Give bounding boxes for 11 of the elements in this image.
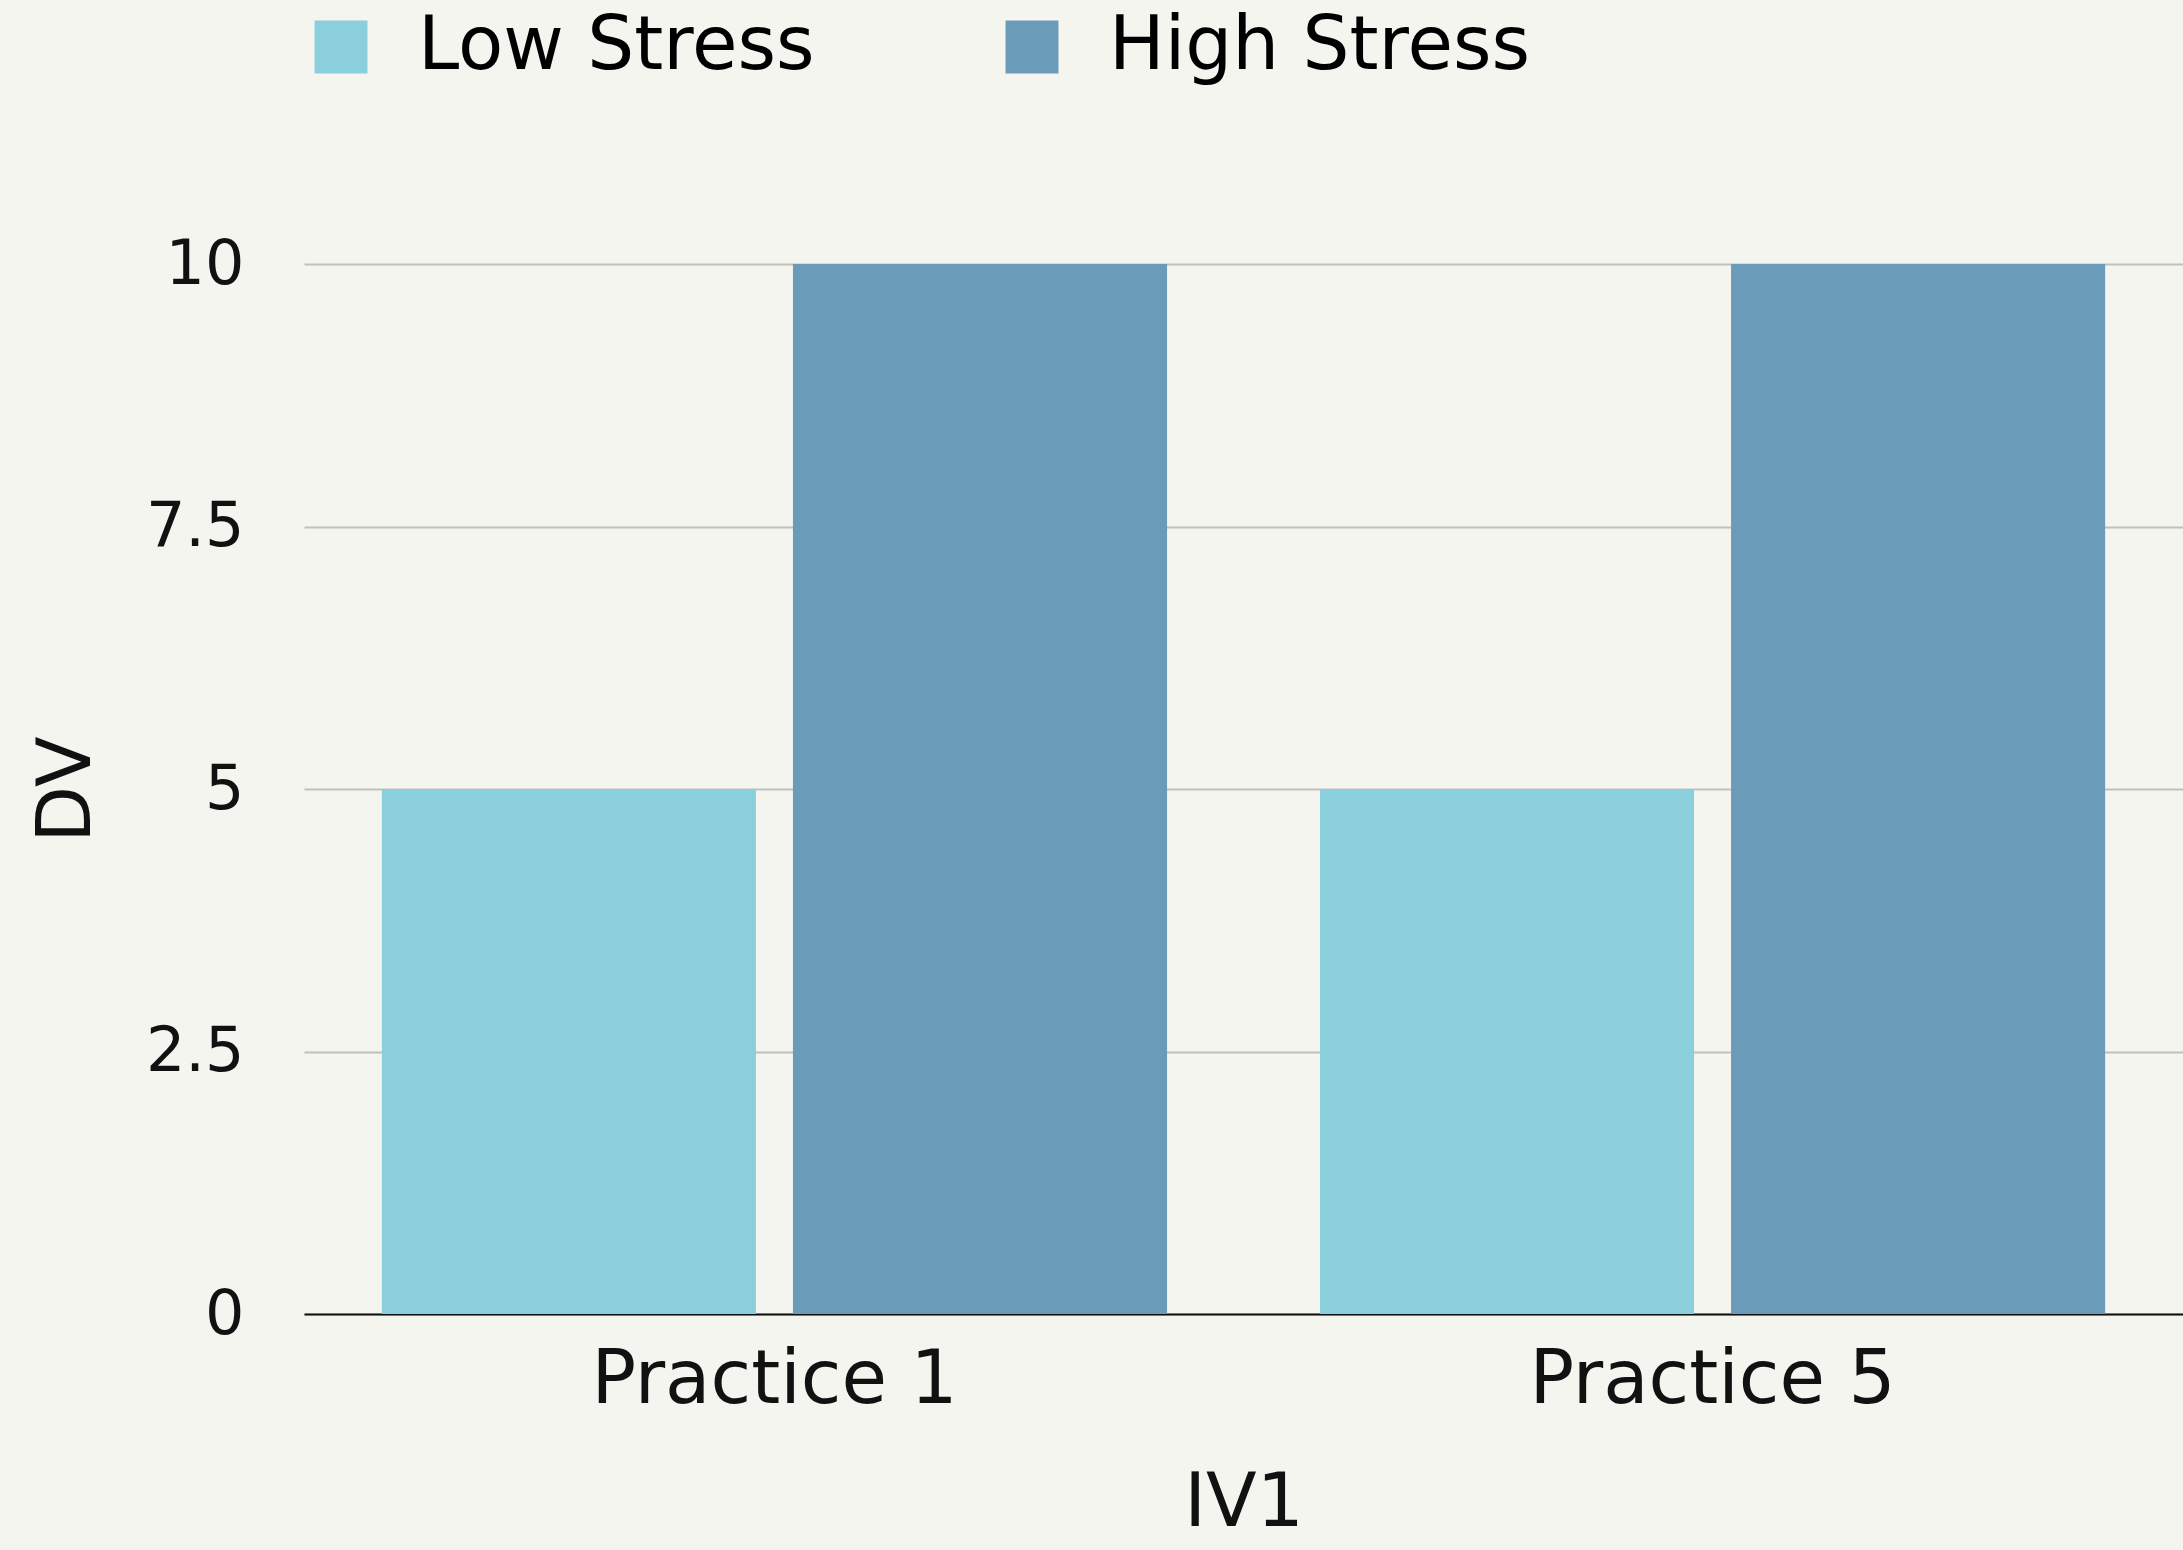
- x-tick-label: Practice 1: [591, 1333, 958, 1420]
- y-tick-label: 7.5: [145, 488, 245, 561]
- legend-label: High Stress: [1109, 0, 1531, 86]
- y-tick-label: 10: [165, 225, 245, 299]
- x-tick-label: Practice 5: [1529, 1333, 1896, 1420]
- y-tick-label: 0: [205, 1275, 245, 1349]
- x-axis-title: IV1: [1184, 1456, 1304, 1543]
- y-tick-label: 5: [205, 750, 245, 824]
- y-tick-label: 2.5: [145, 1013, 245, 1086]
- y-axis-title: DV: [20, 735, 107, 843]
- legend-label: Low Stress: [418, 0, 815, 86]
